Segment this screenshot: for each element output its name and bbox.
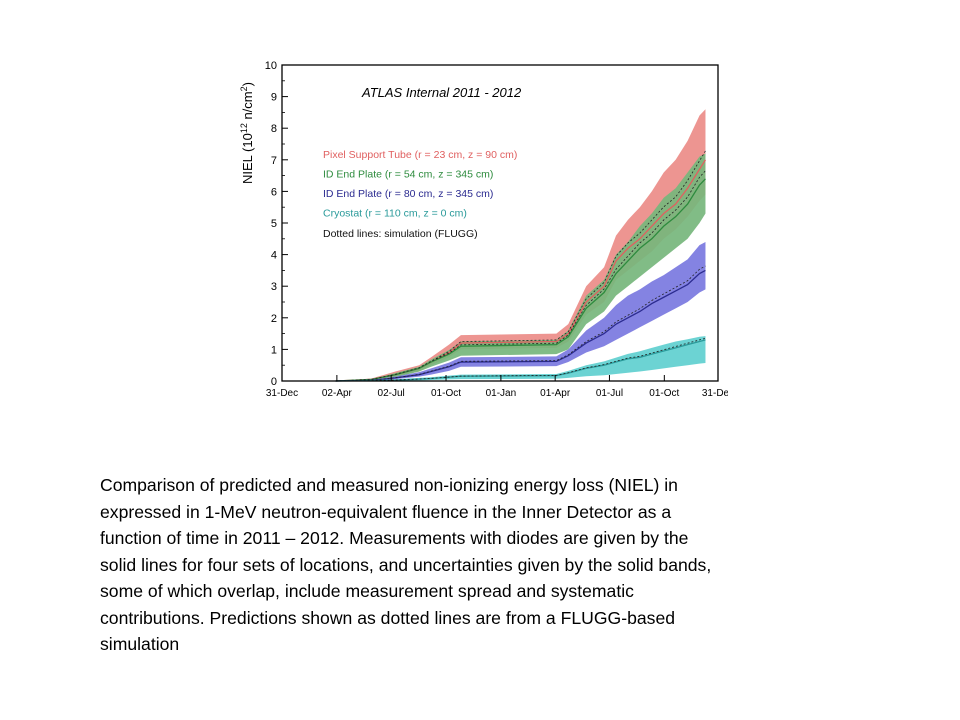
band-series-3 (335, 241, 706, 381)
x-tick-label: 01-Oct (649, 388, 679, 399)
caption-line: solid lines for four sets of locations, … (100, 554, 712, 575)
y-tick-label: 9 (271, 92, 277, 104)
niel-chart: 0 1 2 3 4 5 6 7 8 9 10 31-Dec 02-Apr 02-Jul 01-Oct 01-… (228, 55, 728, 400)
x-tick-label: 02-Apr (322, 388, 353, 399)
x-tick-label: 31-Dec (702, 388, 728, 399)
legend-annotation: Dotted lines: simulation (FLUGG) (323, 228, 478, 240)
x-tick-label: 31-Dec (266, 388, 298, 399)
band-series-2 (335, 153, 706, 381)
y-tick-label: 7 (271, 155, 277, 167)
simulation-line-series-1 (335, 150, 706, 382)
y-tick-label: 6 (271, 186, 277, 198)
x-tick-label: 01-Jul (596, 388, 623, 399)
x-axis: 31-Dec 02-Apr 02-Jul 01-Oct 01-Jan 01-Apr 01-J… (266, 375, 728, 399)
y-tick-label: 0 (271, 376, 277, 388)
x-tick-label: 01-Apr (540, 388, 571, 399)
y-tick-label: 2 (271, 313, 277, 325)
caption-line: contributions. Predictions shown as dott… (100, 607, 676, 628)
y-tick-label: 3 (271, 281, 277, 293)
caption-line: function of time in 2011 – 2012. Measure… (100, 528, 689, 548)
simulation-line-series-2 (335, 170, 706, 382)
x-tick-label: 01-Oct (431, 388, 461, 399)
caption-line: expressed in 1-MeV neutron-equivalent fl… (100, 501, 672, 522)
caption-line: simulation (100, 634, 180, 654)
y-tick-label: 4 (271, 250, 277, 262)
caption-line: Comparison of predicted and measured non… (100, 475, 678, 495)
y-tick-label: 10 (265, 60, 277, 72)
simulation-line-series-4 (335, 337, 706, 382)
measurement-lines (335, 150, 707, 382)
y-tick-label: 1 (271, 344, 277, 356)
legend-entry: ID End Plate (r = 80 cm, z = 345 cm) (323, 188, 493, 200)
legend-entry: ID End Plate (r = 54 cm, z = 345 cm) (323, 169, 493, 181)
y-tick-label: 8 (271, 123, 277, 135)
y-axis: 0 1 2 3 4 5 6 7 8 9 10 (265, 60, 288, 388)
legend-entry: Cryostat (r = 110 cm, z = 0 cm) (323, 208, 467, 220)
x-tick-label: 02-Jul (378, 388, 405, 399)
band-series-4 (335, 336, 706, 381)
simulation-line-series-3 (335, 265, 706, 382)
x-tick-label: 01-Jan (486, 388, 517, 399)
y-axis-label: NIEL (1012 n/cm2) (239, 82, 255, 184)
figure-caption: Comparison of predicted and measured non… (100, 472, 860, 658)
caption-line: some of which overlap, include measureme… (100, 581, 634, 601)
legend: Pixel Support Tube (r = 23 cm, z = 90 cm… (323, 149, 517, 220)
y-tick-label: 5 (271, 218, 277, 230)
line-series-2 (335, 178, 706, 382)
chart-title: ATLAS Internal 2011 - 2012 (361, 85, 522, 100)
niel-chart-svg: 0 1 2 3 4 5 6 7 8 9 10 31-Dec 02-Apr 02-Jul 01-Oct 01-… (239, 60, 728, 399)
legend-entry: Pixel Support Tube (r = 23 cm, z = 90 cm… (323, 149, 517, 161)
